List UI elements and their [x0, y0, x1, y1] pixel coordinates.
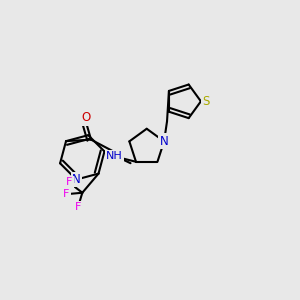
Text: F: F [63, 189, 69, 199]
Text: N: N [160, 135, 169, 148]
Text: F: F [66, 177, 72, 188]
Text: F: F [75, 202, 81, 212]
Text: O: O [81, 111, 90, 124]
Text: N: N [72, 173, 81, 186]
Text: S: S [202, 95, 210, 108]
Text: NH: NH [106, 151, 123, 161]
